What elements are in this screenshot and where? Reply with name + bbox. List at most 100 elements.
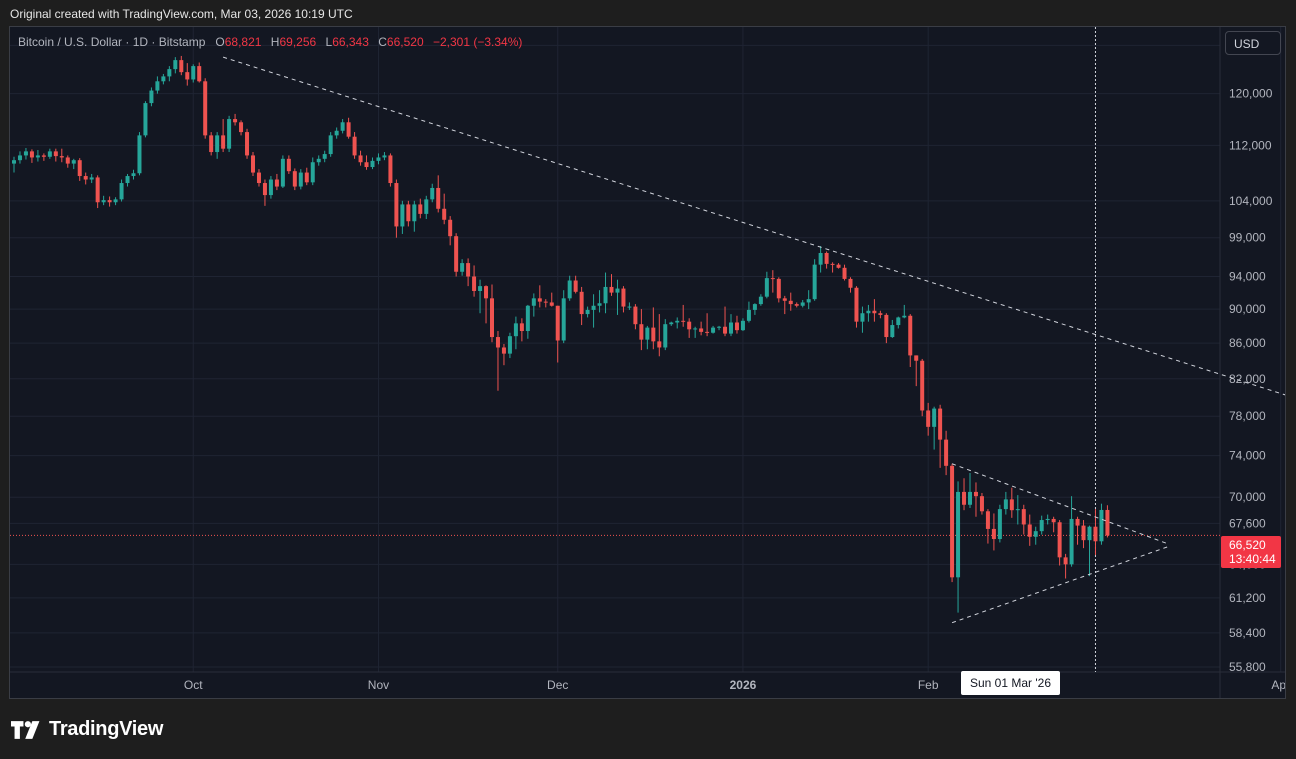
- candle-body: [926, 410, 931, 427]
- time-axis-tick-label: Nov: [368, 678, 389, 692]
- trendline: [951, 546, 1168, 624]
- candle-body: [107, 200, 112, 203]
- candle-body: [262, 183, 267, 196]
- candle-body: [615, 288, 620, 293]
- tradingview-logo-text: TradingView: [49, 718, 164, 740]
- candle-body: [209, 135, 214, 153]
- candle-body: [59, 156, 64, 158]
- candle-body: [818, 252, 823, 265]
- candle-body: [944, 439, 949, 466]
- candle-body: [920, 360, 925, 411]
- candle-body: [400, 204, 405, 227]
- time-axis-tick-label: Apr: [1271, 678, 1285, 692]
- candle-body: [973, 491, 978, 497]
- candle-body: [824, 252, 829, 264]
- candle-body: [334, 130, 339, 136]
- candle-body: [340, 122, 345, 131]
- candle-body: [322, 154, 327, 159]
- candle-body: [537, 298, 542, 302]
- candle-body: [1039, 520, 1044, 532]
- candle-body: [89, 177, 94, 180]
- candle-body: [991, 528, 996, 540]
- candlestick-chart[interactable]: 128,000120,000112,000104,00099,00094,000…: [10, 27, 1285, 698]
- symbol-legend: Bitcoin / U.S. Dollar · 1D · Bitstamp O6…: [18, 35, 522, 49]
- candle-body: [83, 176, 88, 180]
- candle-body: [758, 296, 763, 305]
- price-axis-tick-label: 61,200: [1229, 591, 1266, 605]
- candle-body: [711, 327, 716, 333]
- candle-body: [12, 160, 16, 164]
- candle-body: [412, 204, 417, 222]
- candle-body: [1087, 526, 1092, 541]
- time-axis-tick-label: Dec: [547, 678, 568, 692]
- candle-body: [507, 336, 512, 354]
- candle-body: [460, 263, 465, 272]
- candle-body: [185, 72, 190, 80]
- candle-body: [543, 301, 548, 303]
- candle-body: [430, 187, 435, 200]
- candle-body: [454, 236, 459, 272]
- price-axis-tick-label: 86,000: [1229, 336, 1266, 350]
- candle-body: [215, 135, 220, 153]
- candle-body: [352, 136, 357, 156]
- price-axis-tick-label: 94,000: [1229, 270, 1266, 284]
- candle-body: [328, 135, 333, 155]
- change-value: −2,301 (−3.34%): [432, 35, 523, 49]
- candle-body: [1051, 518, 1056, 523]
- candle-body: [723, 326, 728, 334]
- candle-body: [292, 171, 297, 187]
- candle-body: [29, 151, 34, 158]
- crosshair-date-label: Sun 01 Mar '26: [961, 671, 1060, 695]
- candle-body: [561, 298, 566, 341]
- candle-body: [274, 179, 279, 187]
- currency-button[interactable]: USD: [1225, 31, 1281, 55]
- price-axis-tick-label: 112,000: [1229, 138, 1272, 152]
- candle-body: [1033, 531, 1038, 537]
- price-axis-tick-label: 90,000: [1229, 302, 1266, 316]
- candle-body: [167, 69, 172, 77]
- candle-body: [788, 300, 793, 305]
- candle-body: [633, 306, 638, 325]
- candle-body: [585, 309, 590, 315]
- close-value: 66,520: [386, 35, 424, 49]
- candle-body: [717, 326, 722, 328]
- candle-body: [908, 315, 913, 356]
- candle-body: [603, 286, 608, 304]
- candle-body: [227, 119, 232, 149]
- candle-body: [233, 119, 238, 123]
- candle-body: [902, 315, 907, 318]
- candle-body: [567, 280, 572, 299]
- candle-body: [579, 291, 584, 315]
- candle-body: [1021, 509, 1026, 525]
- candle-body: [729, 322, 733, 334]
- candle-body: [1009, 499, 1014, 511]
- candle-body: [101, 200, 106, 203]
- candle-body: [95, 177, 100, 203]
- candle-body: [388, 155, 393, 184]
- candle-body: [17, 155, 22, 161]
- candle-body: [23, 151, 28, 156]
- candle-body: [740, 320, 745, 331]
- candle-body: [985, 511, 990, 529]
- candle-body: [268, 179, 273, 196]
- candle-body: [645, 327, 650, 340]
- candle-body: [1015, 509, 1020, 511]
- candle-body: [675, 320, 680, 323]
- candle-body: [860, 313, 865, 322]
- candle-body: [651, 327, 656, 342]
- tradingview-logo[interactable]: TradingView: [11, 718, 163, 741]
- candle-body: [573, 280, 578, 292]
- candle-body: [173, 60, 178, 70]
- open-value: 68,821: [224, 35, 262, 49]
- candle-body: [699, 328, 704, 332]
- candle-body: [812, 264, 817, 300]
- candle-body: [298, 172, 303, 187]
- candle-body: [932, 408, 937, 427]
- candle-body: [442, 208, 447, 220]
- candle-body: [639, 324, 644, 340]
- price-axis-tick-label: 82,000: [1229, 372, 1266, 386]
- candle-body: [1057, 522, 1062, 558]
- candle-body: [1069, 518, 1074, 565]
- chart-panel[interactable]: 128,000120,000112,000104,00099,00094,000…: [9, 26, 1286, 699]
- candle-body: [669, 322, 674, 325]
